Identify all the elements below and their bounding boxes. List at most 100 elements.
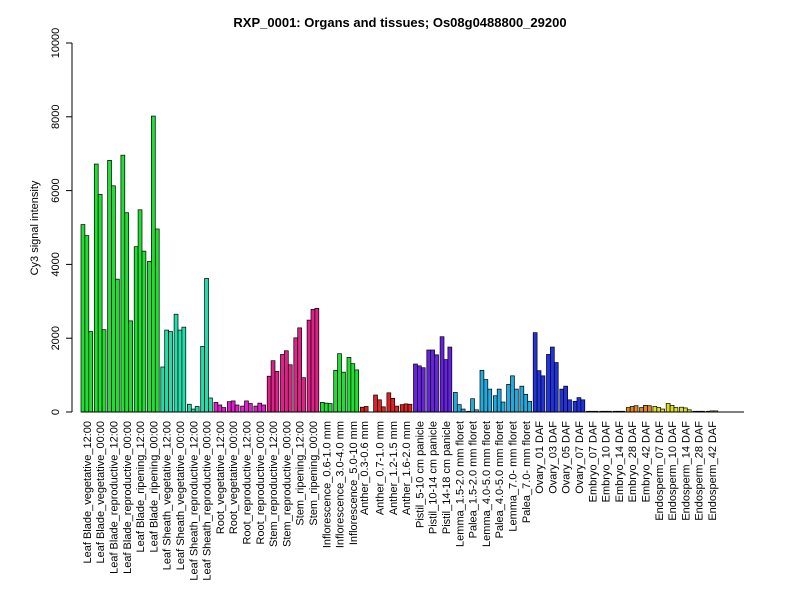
bar <box>240 405 245 413</box>
bar <box>572 400 578 413</box>
bar-series <box>80 115 719 413</box>
bar <box>447 346 453 413</box>
bar <box>333 369 338 413</box>
y-axis-label: Cy3 signal intensity <box>29 180 41 275</box>
x-tick-label: Endosperm_07 DAF <box>654 421 666 521</box>
x-tick-label: Leaf Blade_reproductive_12:00 <box>108 421 120 574</box>
x-tick-label: Embryo_10 DAF <box>601 421 613 503</box>
bar <box>647 405 652 413</box>
y-tick-label: 10000 <box>50 28 62 59</box>
bar <box>567 399 572 413</box>
x-tick-label: Root_reproductive_12:00 <box>241 421 253 545</box>
x-tick-label: Root_vegetative_12:00 <box>215 421 227 534</box>
bar <box>213 402 219 413</box>
x-tick-label: Inflorescence_3.0-4.0 mm <box>335 421 347 548</box>
bar <box>510 375 515 413</box>
bar <box>248 403 253 413</box>
bar <box>80 224 86 413</box>
bar <box>532 332 538 413</box>
bar <box>426 349 432 413</box>
x-tick-label: Leaf Sheath_vegetative_12:00 <box>162 421 174 570</box>
bar <box>337 353 342 413</box>
bar <box>563 385 568 413</box>
bar <box>181 326 187 413</box>
bar <box>456 404 462 413</box>
bar <box>359 406 365 413</box>
bar <box>576 397 582 413</box>
bar <box>430 349 435 413</box>
bar <box>88 331 94 413</box>
bar <box>354 369 360 413</box>
bar <box>107 159 112 413</box>
bar <box>160 366 166 413</box>
chart-title: RXP_0001: Organs and tissues; Os08g04888… <box>233 15 566 30</box>
x-tick-label: Leaf Blade_vegetative_12:00 <box>82 421 94 564</box>
bar <box>496 388 502 413</box>
bar <box>559 388 565 413</box>
bar <box>403 403 409 413</box>
bar <box>643 405 648 413</box>
bar <box>439 336 445 413</box>
x-tick-label: Leaf Blade_ripening_12:00 <box>135 421 147 553</box>
bar <box>320 402 325 413</box>
bar <box>470 398 475 413</box>
bar <box>301 377 306 413</box>
bar <box>350 363 356 413</box>
bar <box>128 320 133 413</box>
x-tick-label: Anther_1.6-2.0 mm <box>401 421 413 515</box>
bar <box>120 154 126 413</box>
bar <box>633 405 639 413</box>
bar <box>310 309 316 413</box>
bar <box>514 388 519 413</box>
bar <box>673 407 679 413</box>
bar <box>274 371 280 413</box>
bar <box>287 364 293 413</box>
x-tick-label: Leaf Blade_vegetative_00:00 <box>95 421 107 564</box>
x-tick-label: Pistil_5-10 cm panicle <box>414 421 426 528</box>
bar <box>115 278 120 413</box>
bar <box>373 394 378 413</box>
bar <box>154 228 160 413</box>
bar <box>487 388 493 413</box>
bar <box>453 392 458 413</box>
bar <box>173 313 179 413</box>
bar <box>652 406 658 413</box>
x-tick-label: Ovary_03 DAF <box>547 421 559 494</box>
bar <box>540 375 546 413</box>
bar <box>133 246 139 413</box>
bar <box>553 362 559 413</box>
x-axis-labels: Leaf Blade_vegetative_12:00 Leaf Blade_ve… <box>82 421 719 581</box>
bar <box>519 385 525 413</box>
bar <box>124 212 130 413</box>
bar <box>164 329 169 413</box>
bar <box>306 319 312 413</box>
bar <box>527 400 532 413</box>
bar <box>363 406 369 413</box>
bar <box>151 115 156 413</box>
bar <box>168 331 173 413</box>
bar <box>221 407 227 413</box>
bar <box>443 359 449 413</box>
bar <box>97 193 103 413</box>
x-tick-label: Endosperm_42 DAF <box>707 421 719 521</box>
x-tick-label: Lemma_4.0-5.0 mm floret <box>481 421 493 547</box>
bar <box>413 363 418 413</box>
bar <box>500 401 506 413</box>
y-tick-label: 4000 <box>50 252 62 276</box>
x-tick-label: Palea_4.0-5.0 mm floret <box>494 421 506 538</box>
bar <box>420 367 426 413</box>
bar <box>257 402 263 413</box>
bar <box>580 399 586 413</box>
bar <box>407 403 413 413</box>
bar <box>479 369 485 413</box>
bar <box>625 407 631 413</box>
x-tick-label: Lemma_1.5-2.0 mm floret <box>454 421 466 547</box>
x-tick-label: Leaf Sheath_vegetative_00:00 <box>175 421 187 570</box>
bar <box>253 405 259 413</box>
x-tick-label: Anther_1.2-1.5 mm <box>388 421 400 515</box>
bar <box>434 354 439 413</box>
bar <box>204 278 209 413</box>
x-tick-label: Stem_reproductive_12:00 <box>268 421 280 547</box>
bar <box>546 354 551 413</box>
x-tick-label: Root_vegetative_00:00 <box>228 421 240 534</box>
